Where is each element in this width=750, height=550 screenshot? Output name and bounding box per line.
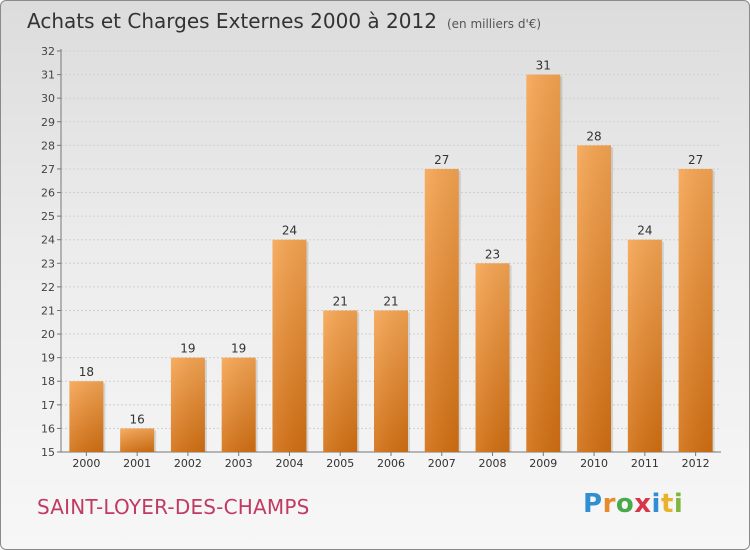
logo-letter: o bbox=[615, 489, 635, 519]
logo-letter: x bbox=[634, 489, 652, 519]
x-tick-label: 2006 bbox=[377, 457, 405, 470]
x-tick-label: 2011 bbox=[631, 457, 659, 470]
data-label: 21 bbox=[383, 294, 398, 308]
logo-letter: r bbox=[602, 489, 616, 519]
data-label: 18 bbox=[79, 365, 94, 379]
x-tick-label: 2012 bbox=[682, 457, 710, 470]
title-text: Achats et Charges Externes 2000 à 2012 bbox=[27, 9, 437, 33]
bar-highlight bbox=[577, 145, 612, 452]
data-label: 19 bbox=[231, 342, 246, 356]
chart-title: Achats et Charges Externes 2000 à 2012 (e… bbox=[27, 9, 541, 33]
y-tick-label: 17 bbox=[41, 399, 55, 412]
y-tick-label: 18 bbox=[41, 375, 55, 388]
x-tick-label: 2005 bbox=[326, 457, 354, 470]
logo-letter: i bbox=[651, 489, 661, 519]
bar-highlight bbox=[424, 168, 459, 453]
y-tick-label: 23 bbox=[41, 257, 55, 270]
bar-highlight bbox=[170, 357, 205, 452]
x-tick-label: 2008 bbox=[479, 457, 507, 470]
y-tick-label: 16 bbox=[41, 422, 55, 435]
x-tick-label: 2009 bbox=[529, 457, 557, 470]
x-tick-label: 2000 bbox=[72, 457, 100, 470]
bar-highlight bbox=[526, 74, 561, 453]
y-tick-label: 27 bbox=[41, 163, 55, 176]
bar-highlight bbox=[678, 168, 713, 453]
bar-highlight bbox=[323, 310, 358, 452]
y-tick-label: 21 bbox=[41, 304, 55, 317]
x-tick-label: 2004 bbox=[275, 457, 303, 470]
bar-highlight bbox=[120, 428, 155, 452]
bar-highlight bbox=[69, 381, 104, 452]
data-label: 24 bbox=[637, 224, 652, 238]
y-tick-label: 24 bbox=[41, 234, 55, 247]
x-tick-label: 2010 bbox=[580, 457, 608, 470]
y-tick-label: 28 bbox=[41, 139, 55, 152]
x-tick-label: 2002 bbox=[174, 457, 202, 470]
commune-name: SAINT-LOYER-DES-CHAMPS bbox=[37, 495, 310, 519]
data-label: 31 bbox=[536, 59, 551, 73]
y-tick-label: 29 bbox=[41, 116, 55, 129]
bar-highlight bbox=[627, 239, 662, 452]
bar-highlight bbox=[272, 239, 307, 452]
logo-letter: P bbox=[583, 489, 603, 519]
y-tick-label: 26 bbox=[41, 187, 55, 200]
bar-layer bbox=[69, 74, 715, 453]
y-tick-label: 30 bbox=[41, 92, 55, 105]
data-label: 19 bbox=[180, 342, 195, 356]
data-label: 21 bbox=[333, 294, 348, 308]
bar-highlight bbox=[475, 263, 510, 452]
data-label: 27 bbox=[434, 153, 449, 167]
y-tick-label: 22 bbox=[41, 281, 55, 294]
logo-letter: i bbox=[673, 489, 684, 519]
y-tick-label: 15 bbox=[41, 446, 55, 459]
y-tick-label: 20 bbox=[41, 328, 55, 341]
y-tick-label: 31 bbox=[41, 69, 55, 82]
y-tick-label: 32 bbox=[41, 45, 55, 58]
logo-letter: t bbox=[660, 489, 674, 519]
bar-highlight bbox=[221, 357, 256, 452]
label-layer: 18 16 19 19 24 21 21 27 23 31 28 24 27 bbox=[79, 59, 704, 427]
data-label: 24 bbox=[282, 224, 297, 238]
y-tick-label: 19 bbox=[41, 352, 55, 365]
data-label: 28 bbox=[586, 129, 601, 143]
proxiti-logo[interactable]: Proxiti bbox=[583, 489, 683, 519]
data-label: 16 bbox=[130, 412, 145, 426]
y-tick-label: 25 bbox=[41, 210, 55, 223]
data-label: 23 bbox=[485, 247, 500, 261]
x-tick-label: 2007 bbox=[428, 457, 456, 470]
x-tick-label: 2001 bbox=[123, 457, 151, 470]
x-tick-label: 2003 bbox=[225, 457, 253, 470]
bar-highlight bbox=[374, 310, 408, 452]
data-label: 27 bbox=[688, 153, 703, 167]
title-unit: (en milliers d'€) bbox=[446, 17, 542, 31]
